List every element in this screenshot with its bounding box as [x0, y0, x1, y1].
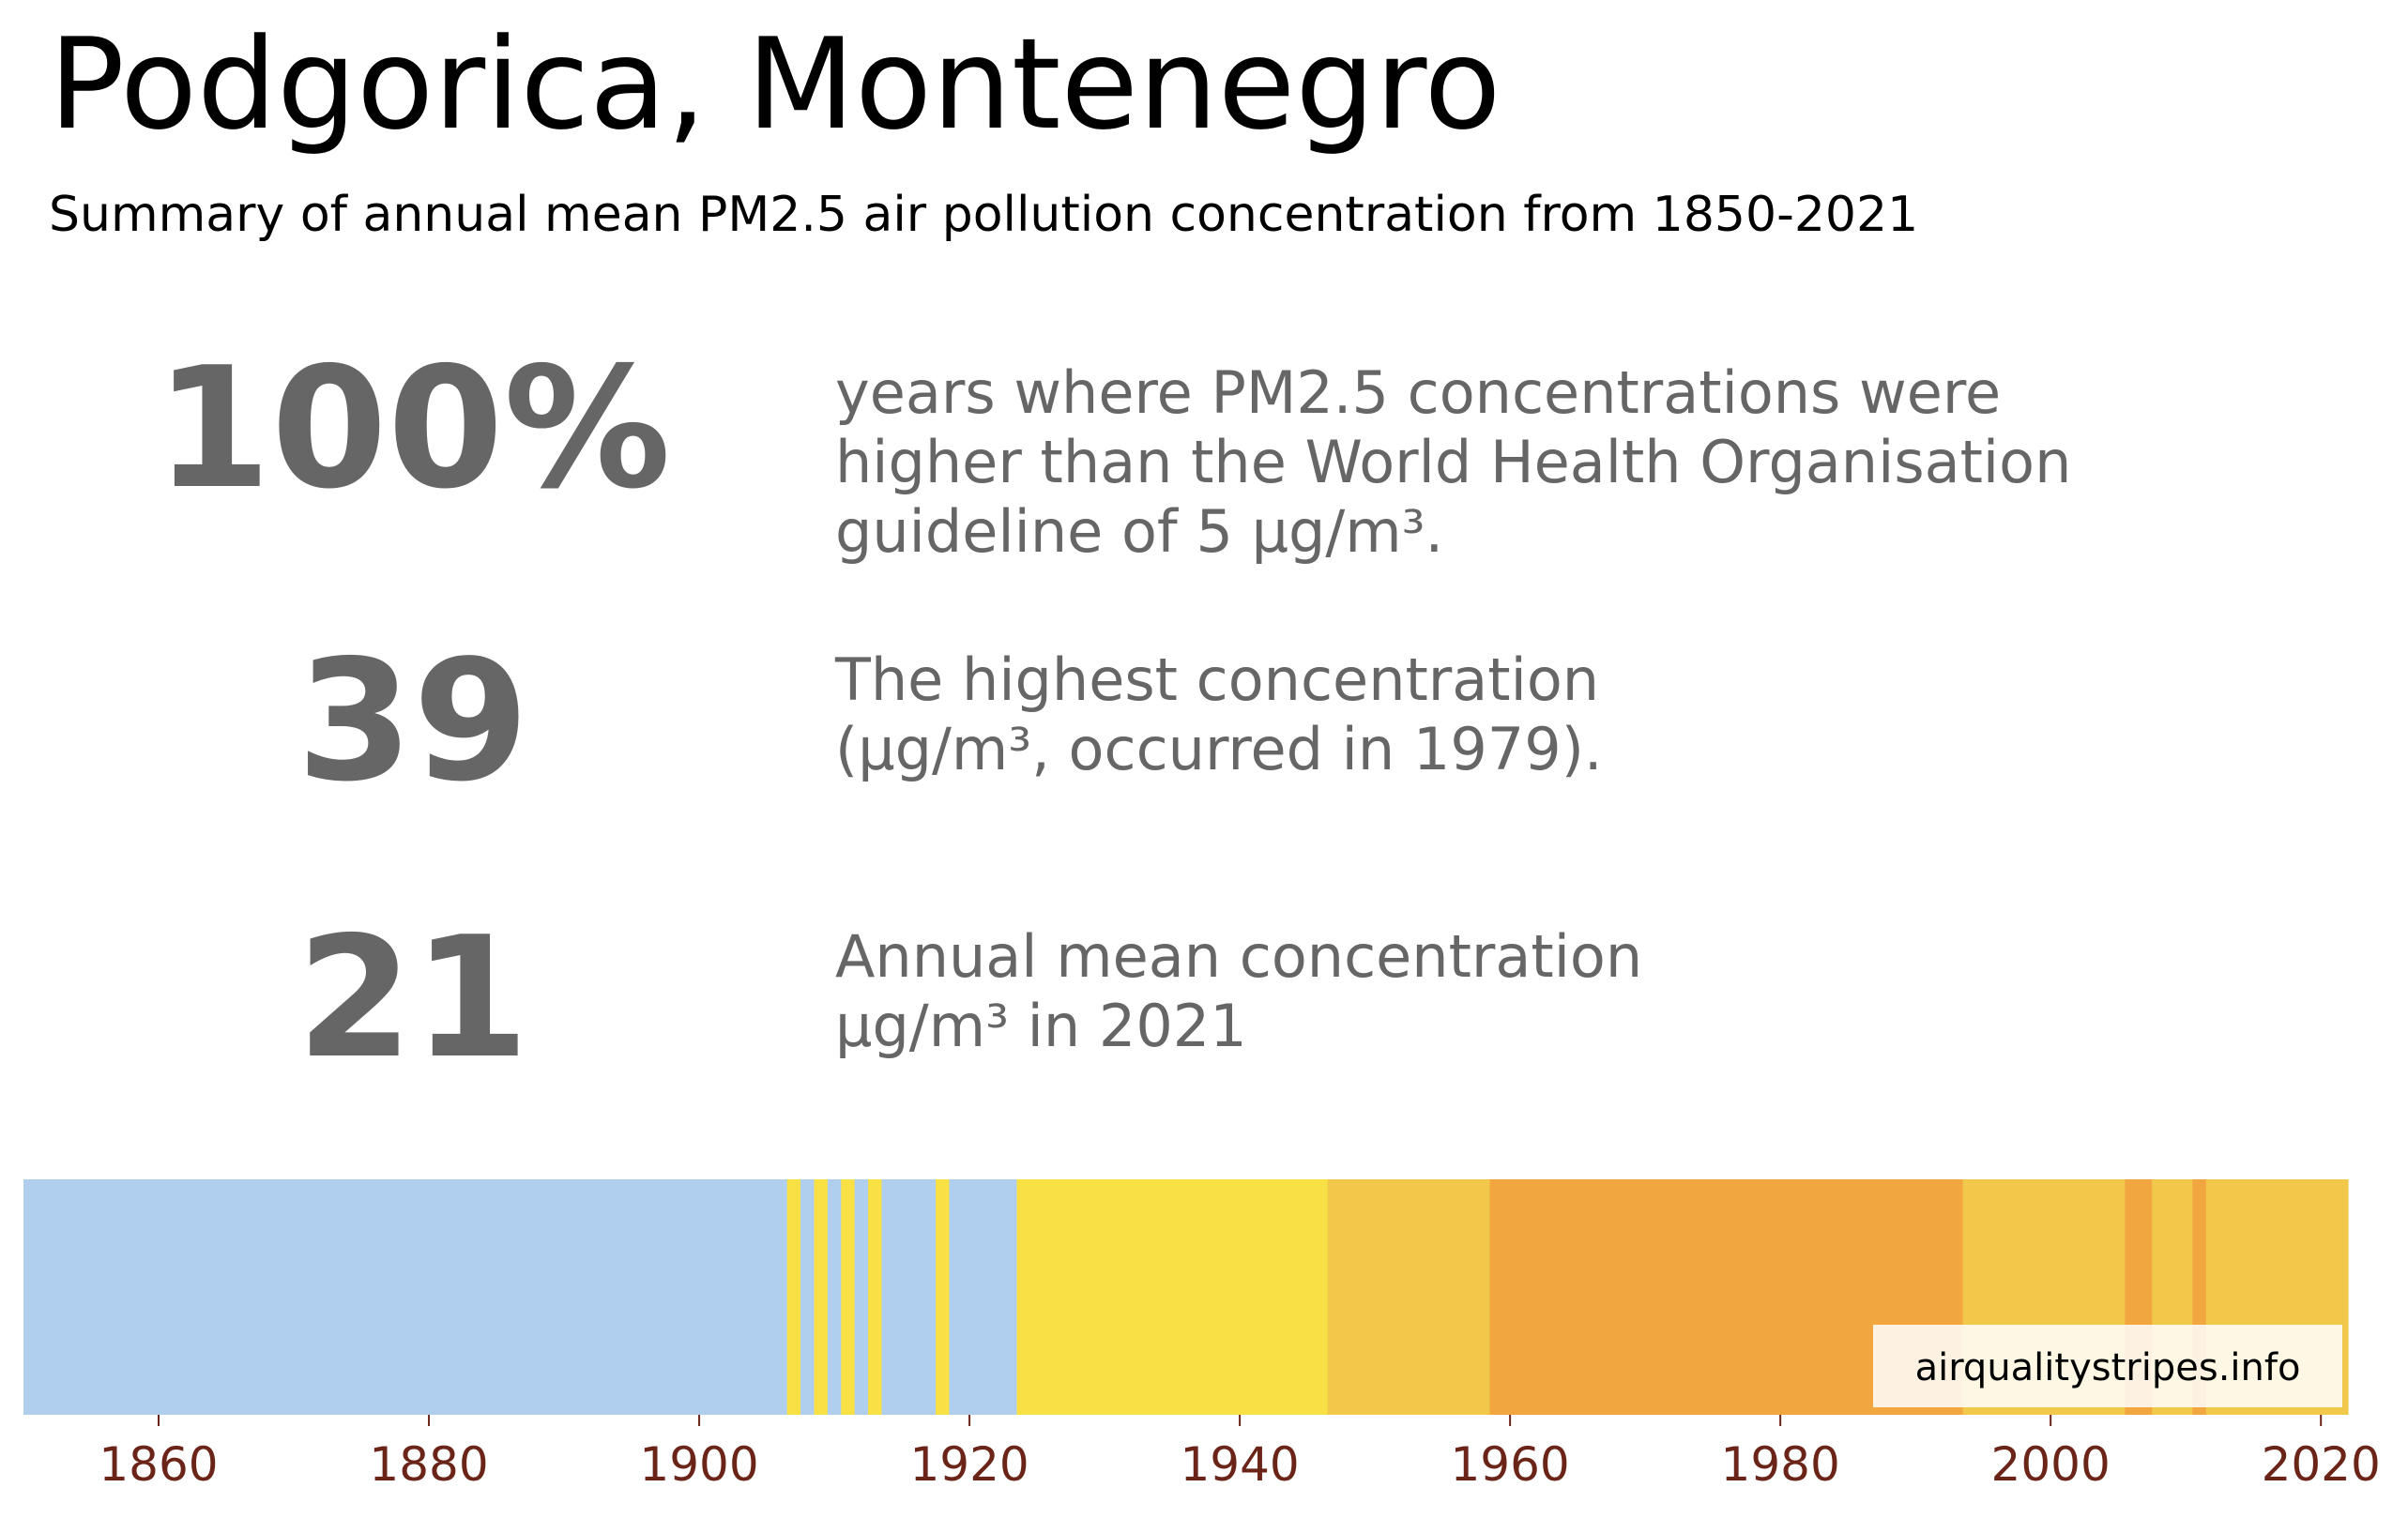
watermark-box: airqualitystripes.info: [1873, 1325, 2342, 1407]
stripe-8: [881, 1179, 937, 1415]
x-tick-label: 2000: [1991, 1437, 2111, 1492]
stat-value-annual-mean-2021: 21: [297, 901, 529, 1095]
x-tick-label: 1940: [1180, 1437, 1299, 1492]
x-tick-label: 2020: [2262, 1437, 2381, 1492]
x-tick-label: 1900: [639, 1437, 758, 1492]
page-title: Podgorica, Montenegro: [49, 11, 1501, 158]
x-tick-label: 1920: [909, 1437, 1029, 1492]
stripe-10: [949, 1179, 1018, 1415]
stripe-0: [23, 1179, 788, 1415]
stripe-11: [1016, 1179, 1329, 1415]
stat-description-highest-concentration: The highest concentration (µg/m³, occurr…: [835, 645, 1603, 784]
stat-description-line: guideline of 5 µg/m³.: [835, 497, 1444, 566]
stat-description-line: higher than the World Health Organisatio…: [835, 428, 2072, 496]
stat-description-line: Annual mean concentration: [835, 922, 1643, 991]
stat-value-years-above-guideline: 100%: [155, 331, 671, 525]
x-tick-label: 1880: [369, 1437, 488, 1492]
stripe-12: [1327, 1179, 1491, 1415]
x-tick-label: 1860: [99, 1437, 218, 1492]
stripe-5: [841, 1179, 856, 1415]
stat-description-line: (µg/m³, occurred in 1979).: [835, 715, 1603, 783]
stripe-4: [827, 1179, 842, 1415]
stripe-6: [854, 1179, 869, 1415]
x-tick-label: 1980: [1721, 1437, 1840, 1492]
stripe-3: [814, 1179, 829, 1415]
stat-description-line: The highest concentration: [835, 645, 1600, 714]
stripe-7: [868, 1179, 883, 1415]
x-tick-label: 1960: [1451, 1437, 1570, 1492]
stat-description-years-above-guideline: years where PM2.5 concentrations were hi…: [835, 358, 2071, 567]
stripe-2: [800, 1179, 815, 1415]
stat-description-line: years where PM2.5 concentrations were: [835, 358, 2002, 427]
stat-description-annual-mean-2021: Annual mean concentration µg/m³ in 2021: [835, 922, 1642, 1061]
page-subtitle: Summary of annual mean PM2.5 air polluti…: [49, 187, 1919, 243]
stat-value-highest-concentration: 39: [297, 624, 529, 818]
x-axis-ticks: 1860 1880 1900 1920 1940 1960 1980 2000 2020: [99, 1415, 2381, 1492]
watermark-text: airqualitystripes.info: [1915, 1346, 2301, 1389]
stripe-1: [786, 1179, 801, 1415]
stat-description-line: µg/m³ in 2021: [835, 992, 1247, 1060]
watermark-background: [1873, 1325, 2342, 1407]
stripe-9: [936, 1179, 951, 1415]
